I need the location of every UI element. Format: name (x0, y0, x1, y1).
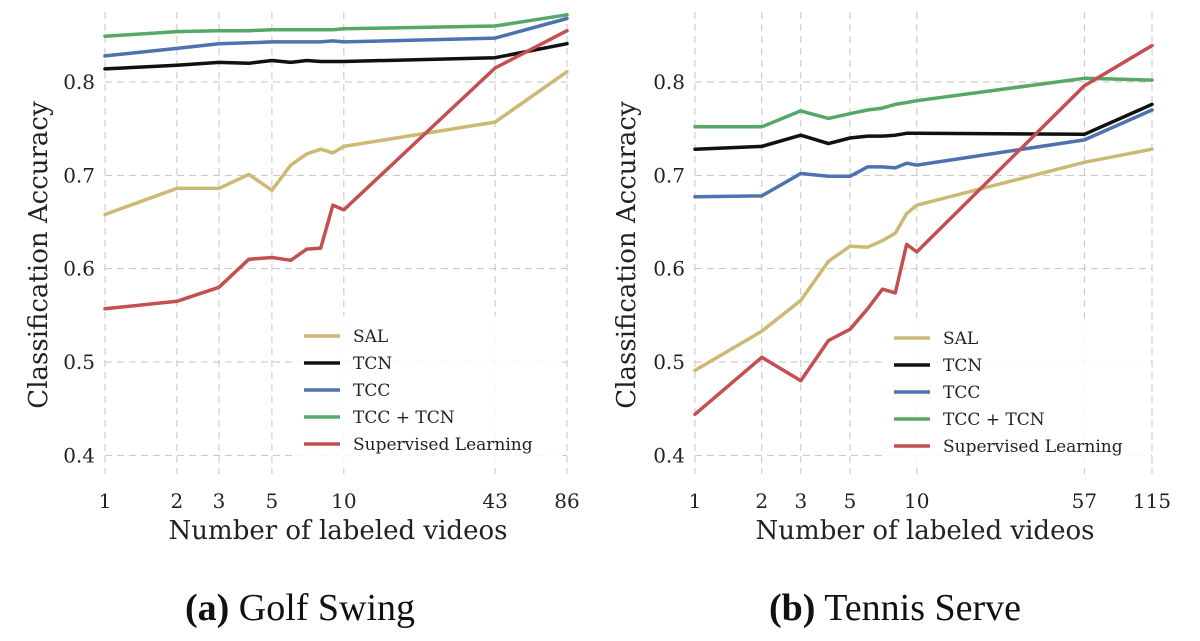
legend-label-tcc-tcn: TCC + TCN (353, 408, 455, 428)
caption-title: Golf Swing (239, 587, 415, 629)
legend: SAL TCN TCC TCC + TCN Supervised Learning (886, 318, 1148, 466)
chart-panel-b: 1 2 3 5 10 57 115 0.4 0.5 0.6 0.7 0.8 Number of labe… (612, 12, 1171, 629)
figure-caption: (b) Tennis Serve (769, 587, 1021, 629)
y-tick-label: 0.6 (653, 257, 685, 281)
legend-label-tcc: TCC (943, 383, 980, 403)
x-axis-label: Number of labeled videos (169, 516, 508, 546)
x-tick-label: 5 (844, 489, 857, 513)
chart-panel-a: 1 2 3 5 10 43 86 0.4 0.5 0.6 0.7 0.8 Number of label… (24, 12, 580, 629)
x-tick-label: 3 (213, 489, 226, 513)
series-line-tcc-tcn (693, 76, 1154, 129)
series-line-tcn (103, 41, 569, 71)
legend-label-tcn: TCN (353, 354, 392, 374)
series-line-tcc (693, 108, 1154, 199)
legend-label-tcc-tcn: TCC + TCN (943, 410, 1045, 430)
x-tick-label: 1 (689, 489, 702, 513)
y-tick-label: 0.7 (63, 163, 95, 187)
series-line-supervised-learning (103, 28, 569, 311)
caption-prefix: (b) (769, 587, 815, 629)
y-tick-label: 0.6 (63, 257, 95, 281)
series-line-tcc (103, 16, 569, 58)
series-line-sal (693, 147, 1154, 373)
caption-title: Tennis Serve (824, 587, 1021, 629)
series-line-supervised-learning (693, 43, 1154, 417)
x-tick-label: 2 (171, 489, 184, 513)
y-tick-label: 0.4 (653, 443, 685, 467)
series-line-sal (103, 69, 569, 217)
caption-prefix: (a) (185, 587, 229, 629)
x-tick-label: 115 (1133, 489, 1171, 513)
x-axis-label: Number of labeled videos (756, 516, 1095, 546)
x-tick-label: 10 (331, 489, 356, 513)
x-tick-label: 5 (266, 489, 279, 513)
y-tick-label: 0.5 (63, 350, 95, 374)
x-tick-label: 57 (1072, 489, 1097, 513)
x-tick-label: 43 (482, 489, 507, 513)
series-line-tcn (693, 102, 1154, 151)
y-tick-label: 0.8 (653, 70, 685, 94)
y-axis-label: Classification Accuracy (24, 101, 54, 409)
legend: SAL TCN TCC TCC + TCN Supervised Learning (296, 316, 562, 464)
y-tick-label: 0.5 (653, 350, 685, 374)
legend-label-tcc: TCC (353, 381, 390, 401)
legend-label-supervised-learning: Supervised Learning (943, 437, 1123, 457)
figure-caption: (a) Golf Swing (185, 587, 415, 629)
legend-label-supervised-learning: Supervised Learning (353, 435, 533, 455)
legend-label-sal: SAL (943, 329, 978, 349)
legend-label-sal: SAL (353, 327, 388, 347)
x-tick-label: 3 (794, 489, 807, 513)
legend-box (296, 316, 562, 464)
y-axis-label: Classification Accuracy (612, 101, 642, 409)
y-tick-label: 0.8 (63, 70, 95, 94)
series-line-tcc-tcn (103, 13, 569, 39)
x-tick-label: 10 (904, 489, 929, 513)
y-tick-label: 0.7 (653, 163, 685, 187)
legend-label-tcn: TCN (943, 356, 982, 376)
x-tick-label: 86 (554, 489, 579, 513)
y-tick-label: 0.4 (63, 443, 95, 467)
x-tick-label: 2 (755, 489, 768, 513)
x-tick-label: 1 (99, 489, 112, 513)
